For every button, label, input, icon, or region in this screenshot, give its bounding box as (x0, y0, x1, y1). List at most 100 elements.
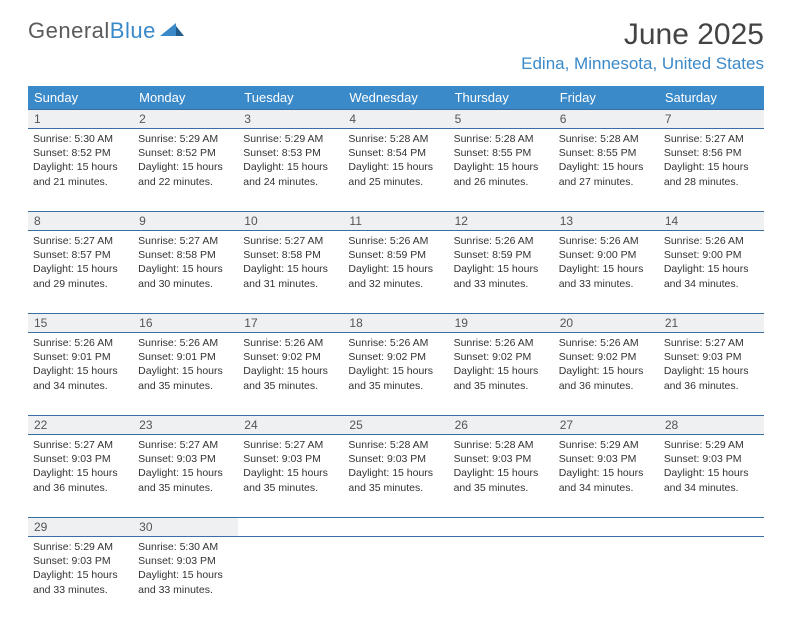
day-details: Sunrise: 5:28 AMSunset: 9:03 PMDaylight:… (348, 438, 443, 495)
day-number-cell: 7 (659, 110, 764, 129)
day-number-cell: 4 (343, 110, 448, 129)
header: GeneralBlue June 2025 Edina, Minnesota, … (0, 0, 792, 78)
day-cell: Sunrise: 5:27 AMSunset: 9:03 PMDaylight:… (659, 333, 764, 415)
day-body-cell: Sunrise: 5:27 AMSunset: 8:57 PMDaylight:… (28, 231, 133, 314)
day-cell: Sunrise: 5:26 AMSunset: 8:59 PMDaylight:… (343, 231, 448, 313)
day-number: 20 (554, 314, 659, 332)
day-number: 11 (343, 212, 448, 230)
day-body-cell: Sunrise: 5:27 AMSunset: 8:56 PMDaylight:… (659, 129, 764, 212)
day-body-cell: Sunrise: 5:28 AMSunset: 8:55 PMDaylight:… (449, 129, 554, 212)
day-number: 12 (449, 212, 554, 230)
day-details: Sunrise: 5:26 AMSunset: 9:00 PMDaylight:… (559, 234, 654, 291)
day-body-cell: Sunrise: 5:30 AMSunset: 9:03 PMDaylight:… (133, 537, 238, 619)
brand-part2: Blue (110, 18, 156, 44)
day-body-cell: Sunrise: 5:30 AMSunset: 8:52 PMDaylight:… (28, 129, 133, 212)
day-body-cell: Sunrise: 5:26 AMSunset: 9:00 PMDaylight:… (554, 231, 659, 314)
day-cell: Sunrise: 5:28 AMSunset: 8:54 PMDaylight:… (343, 129, 448, 211)
day-cell: Sunrise: 5:26 AMSunset: 9:01 PMDaylight:… (28, 333, 133, 415)
day-number-cell: 21 (659, 314, 764, 333)
day-number: 16 (133, 314, 238, 332)
day-cell: Sunrise: 5:27 AMSunset: 8:57 PMDaylight:… (28, 231, 133, 313)
day-body-cell: Sunrise: 5:26 AMSunset: 9:02 PMDaylight:… (449, 333, 554, 416)
day-details: Sunrise: 5:27 AMSunset: 8:57 PMDaylight:… (33, 234, 128, 291)
day-cell: Sunrise: 5:26 AMSunset: 9:02 PMDaylight:… (343, 333, 448, 415)
day-body-cell (554, 537, 659, 619)
day-details: Sunrise: 5:27 AMSunset: 9:03 PMDaylight:… (664, 336, 759, 393)
day-body-cell: Sunrise: 5:27 AMSunset: 9:03 PMDaylight:… (659, 333, 764, 416)
day-body-cell: Sunrise: 5:29 AMSunset: 9:03 PMDaylight:… (659, 435, 764, 518)
day-body-cell: Sunrise: 5:26 AMSunset: 9:01 PMDaylight:… (133, 333, 238, 416)
day-number: 21 (659, 314, 764, 332)
weekday-header: Thursday (449, 86, 554, 110)
weekday-header: Monday (133, 86, 238, 110)
day-cell: Sunrise: 5:27 AMSunset: 8:56 PMDaylight:… (659, 129, 764, 211)
day-number-cell: 24 (238, 416, 343, 435)
day-body-row: Sunrise: 5:27 AMSunset: 9:03 PMDaylight:… (28, 435, 764, 518)
day-body-row: Sunrise: 5:30 AMSunset: 8:52 PMDaylight:… (28, 129, 764, 212)
day-details: Sunrise: 5:26 AMSunset: 9:02 PMDaylight:… (348, 336, 443, 393)
day-cell: Sunrise: 5:27 AMSunset: 8:58 PMDaylight:… (238, 231, 343, 313)
day-body-cell: Sunrise: 5:27 AMSunset: 9:03 PMDaylight:… (133, 435, 238, 518)
day-body-cell: Sunrise: 5:27 AMSunset: 9:03 PMDaylight:… (28, 435, 133, 518)
day-number-cell: 9 (133, 212, 238, 231)
day-number-cell: 8 (28, 212, 133, 231)
day-cell: Sunrise: 5:29 AMSunset: 9:03 PMDaylight:… (659, 435, 764, 517)
day-cell: Sunrise: 5:26 AMSunset: 9:00 PMDaylight:… (554, 231, 659, 313)
weekday-header: Tuesday (238, 86, 343, 110)
day-number-cell: 3 (238, 110, 343, 129)
day-number: 17 (238, 314, 343, 332)
day-number: 14 (659, 212, 764, 230)
weekday-header: Friday (554, 86, 659, 110)
day-cell: Sunrise: 5:29 AMSunset: 8:52 PMDaylight:… (133, 129, 238, 211)
day-details: Sunrise: 5:27 AMSunset: 8:58 PMDaylight:… (138, 234, 233, 291)
day-number-cell: 1 (28, 110, 133, 129)
day-number: 3 (238, 110, 343, 128)
weekday-header-row: Sunday Monday Tuesday Wednesday Thursday… (28, 86, 764, 110)
day-number: 25 (343, 416, 448, 434)
day-number-cell: 23 (133, 416, 238, 435)
day-number-cell: 10 (238, 212, 343, 231)
day-number: 27 (554, 416, 659, 434)
month-title: June 2025 (521, 18, 764, 52)
day-number: 23 (133, 416, 238, 434)
day-body-row: Sunrise: 5:29 AMSunset: 9:03 PMDaylight:… (28, 537, 764, 619)
day-number-cell: 17 (238, 314, 343, 333)
day-number-cell: 28 (659, 416, 764, 435)
day-details: Sunrise: 5:27 AMSunset: 9:03 PMDaylight:… (243, 438, 338, 495)
day-details: Sunrise: 5:26 AMSunset: 9:02 PMDaylight:… (559, 336, 654, 393)
day-cell: Sunrise: 5:28 AMSunset: 8:55 PMDaylight:… (449, 129, 554, 211)
day-number-cell: 27 (554, 416, 659, 435)
day-number: 18 (343, 314, 448, 332)
day-details: Sunrise: 5:27 AMSunset: 9:03 PMDaylight:… (33, 438, 128, 495)
day-cell: Sunrise: 5:26 AMSunset: 9:01 PMDaylight:… (133, 333, 238, 415)
day-number-cell: 13 (554, 212, 659, 231)
day-details: Sunrise: 5:29 AMSunset: 8:53 PMDaylight:… (243, 132, 338, 189)
day-number: 1 (28, 110, 133, 128)
day-details: Sunrise: 5:27 AMSunset: 8:56 PMDaylight:… (664, 132, 759, 189)
day-details: Sunrise: 5:26 AMSunset: 9:02 PMDaylight:… (243, 336, 338, 393)
day-number: 7 (659, 110, 764, 128)
weekday-header: Sunday (28, 86, 133, 110)
day-body-cell (659, 537, 764, 619)
day-cell: Sunrise: 5:27 AMSunset: 8:58 PMDaylight:… (133, 231, 238, 313)
brand-logo: GeneralBlue (28, 18, 184, 44)
day-body-cell: Sunrise: 5:26 AMSunset: 8:59 PMDaylight:… (343, 231, 448, 314)
day-body-cell (343, 537, 448, 619)
day-body-cell: Sunrise: 5:27 AMSunset: 9:03 PMDaylight:… (238, 435, 343, 518)
day-number: 6 (554, 110, 659, 128)
day-body-cell: Sunrise: 5:26 AMSunset: 9:02 PMDaylight:… (554, 333, 659, 416)
day-number-row: 1234567 (28, 110, 764, 129)
day-number: 24 (238, 416, 343, 434)
day-cell: Sunrise: 5:29 AMSunset: 9:03 PMDaylight:… (28, 537, 133, 619)
day-body-cell: Sunrise: 5:28 AMSunset: 9:03 PMDaylight:… (343, 435, 448, 518)
day-body-cell: Sunrise: 5:29 AMSunset: 9:03 PMDaylight:… (28, 537, 133, 619)
day-details: Sunrise: 5:30 AMSunset: 9:03 PMDaylight:… (138, 540, 233, 597)
day-details: Sunrise: 5:27 AMSunset: 8:58 PMDaylight:… (243, 234, 338, 291)
day-cell: Sunrise: 5:27 AMSunset: 9:03 PMDaylight:… (238, 435, 343, 517)
day-number: 29 (28, 518, 133, 536)
day-number-cell (554, 518, 659, 537)
day-number-cell: 5 (449, 110, 554, 129)
day-number: 15 (28, 314, 133, 332)
day-number-row: 22232425262728 (28, 416, 764, 435)
day-number: 28 (659, 416, 764, 434)
